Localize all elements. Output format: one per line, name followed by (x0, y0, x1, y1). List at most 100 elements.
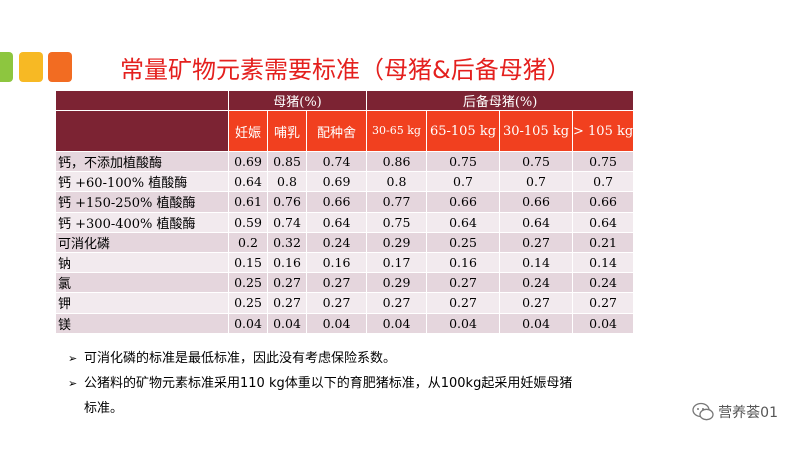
watermark: 营养荟01 (692, 402, 778, 422)
table-cell: 0.04 (571, 312, 635, 334)
table-cell: 0.27 (499, 231, 573, 253)
note-item: ➢ 可消化磷的标准是最低标准，因此没有考虑保险系数。 (68, 346, 768, 371)
table-cell: 0.75 (499, 150, 573, 173)
table-cell: 0.27 (267, 272, 307, 294)
table-row: 钙 +60-100% 植酸酶 0.64 0.8 0.69 0.8 0.7 0.7 0.7 (55, 171, 635, 193)
header-corner (55, 90, 229, 111)
table-cell: 0.17 (366, 251, 427, 274)
header-label-cell (55, 110, 229, 152)
accent-square-green (0, 52, 13, 82)
table-cell: 0.7 (571, 171, 635, 193)
table-cell: 0.75 (366, 211, 427, 233)
col-header: 30-65 kg (366, 110, 427, 152)
row-label: 钙，不添加植酸酶 (55, 150, 229, 173)
table-cell: 0.27 (306, 272, 367, 294)
table-row: 钙 +300-400% 植酸酶 0.59 0.74 0.64 0.75 0.64 0.64 0… (55, 211, 635, 233)
table-cell: 0.64 (426, 211, 500, 233)
table-row: 镁 0.04 0.04 0.04 0.04 0.04 0.04 0.04 (55, 312, 635, 334)
table-cell: 0.04 (426, 312, 500, 334)
table-cell: 0.66 (426, 191, 500, 213)
table-cell: 0.66 (306, 191, 367, 213)
col-header: 30-105 kg (499, 110, 573, 152)
table-cell: 0.04 (499, 312, 573, 334)
accent-square-orange (48, 52, 72, 82)
group-header-gilt: 后备母猪(%) (365, 90, 635, 111)
row-label: 氯 (55, 272, 229, 294)
notes: ➢ 可消化磷的标准是最低标准，因此没有考虑保险系数。 ➢ 公猪料的矿物元素标准采… (68, 346, 768, 421)
table-cell: 0.27 (267, 292, 307, 314)
table-cell: 0.75 (426, 150, 500, 173)
note-continuation: 标准。 (84, 401, 124, 416)
table-cell: 0.29 (366, 231, 427, 253)
table-cell: 0.27 (571, 292, 635, 314)
table-cell: 0.16 (267, 251, 307, 274)
row-label: 钙 +60-100% 植酸酶 (55, 171, 229, 193)
col-header: 配种舍 (306, 110, 367, 152)
group-header-sow: 母猪(%) (228, 90, 367, 111)
table-cell: 0.04 (306, 312, 367, 334)
table-cell: 0.04 (366, 312, 427, 334)
table-cell: 0.7 (426, 171, 500, 193)
col-header: 哺乳 (267, 110, 307, 152)
mineral-table: 母猪(%) 后备母猪(%) 妊娠 哺乳 配种舍 30-65 kg 65-105 … (55, 90, 635, 334)
table-body: 钙，不添加植酸酶 0.69 0.85 0.74 0.86 0.75 0.75 0.75 钙 +6… (55, 150, 635, 334)
col-header: 妊娠 (228, 110, 268, 152)
table-cell: 0.61 (228, 191, 268, 213)
table-cell: 0.69 (306, 171, 367, 193)
table-row: 钠 0.15 0.16 0.16 0.17 0.16 0.14 0.14 (55, 251, 635, 274)
arrow-bullet-icon: ➢ (68, 377, 78, 390)
table-cell: 0.64 (306, 211, 367, 233)
table-cell: 0.24 (306, 231, 367, 253)
accent-square-yellow (19, 52, 43, 82)
table-cell: 0.69 (228, 150, 268, 173)
col-header: > 105 kg (571, 110, 635, 152)
table-cell: 0.74 (267, 211, 307, 233)
col-header: 65-105 kg (426, 110, 500, 152)
table-row: 钙，不添加植酸酶 0.69 0.85 0.74 0.86 0.75 0.75 0.75 (55, 150, 635, 173)
arrow-bullet-icon: ➢ (68, 352, 78, 365)
table-cell: 0.2 (228, 231, 268, 253)
table-cell: 0.64 (499, 211, 573, 233)
row-label: 钙 +300-400% 植酸酶 (55, 211, 229, 233)
row-label: 钠 (55, 251, 229, 274)
table-cell: 0.16 (306, 251, 367, 274)
table-cell: 0.8 (267, 171, 307, 193)
table-cell: 0.21 (571, 231, 635, 253)
row-label: 镁 (55, 312, 229, 334)
table-cell: 0.64 (228, 171, 268, 193)
table-cell: 0.04 (267, 312, 307, 334)
table-cell: 0.86 (366, 150, 427, 173)
table-row: 氯 0.25 0.27 0.27 0.29 0.27 0.24 0.24 (55, 272, 635, 294)
table-cell: 0.14 (571, 251, 635, 274)
table-row: 钾 0.25 0.27 0.27 0.27 0.27 0.27 0.27 (55, 292, 635, 314)
table-cell: 0.25 (228, 272, 268, 294)
table-row: 钙 +150-250% 植酸酶 0.61 0.76 0.66 0.77 0.66 0.66 0… (55, 191, 635, 213)
table-cell: 0.14 (499, 251, 573, 274)
table-cell: 0.74 (306, 150, 367, 173)
table-cell: 0.76 (267, 191, 307, 213)
row-label: 可消化磷 (55, 231, 229, 253)
table-cell: 0.27 (426, 272, 500, 294)
table-cell: 0.24 (571, 272, 635, 294)
table-cell: 0.66 (499, 191, 573, 213)
table-cell: 0.66 (571, 191, 635, 213)
table-cell: 0.7 (499, 171, 573, 193)
table-cell: 0.8 (366, 171, 427, 193)
table-cell: 0.59 (228, 211, 268, 233)
table-row: 可消化磷 0.2 0.32 0.24 0.29 0.25 0.27 0.21 (55, 231, 635, 253)
table-cell: 0.16 (426, 251, 500, 274)
watermark-text: 营养荟01 (718, 405, 778, 421)
table-cell: 0.27 (499, 292, 573, 314)
table-cell: 0.15 (228, 251, 268, 274)
table-cell: 0.25 (426, 231, 500, 253)
row-label: 钾 (55, 292, 229, 314)
table-cell: 0.85 (267, 150, 307, 173)
table-cell: 0.64 (571, 211, 635, 233)
note-text: 公猪料的矿物元素标准采用110 kg体重以下的育肥猪标准，从100kg起采用妊娠… (84, 376, 573, 391)
table-cell: 0.25 (228, 292, 268, 314)
page-title: 常量矿物元素需要标准（母猪&后备母猪） (120, 56, 571, 84)
table-cell: 0.75 (571, 150, 635, 173)
note-text: 可消化磷的标准是最低标准，因此没有考虑保险系数。 (84, 351, 397, 366)
table-cell: 0.29 (366, 272, 427, 294)
wechat-icon (692, 402, 714, 421)
